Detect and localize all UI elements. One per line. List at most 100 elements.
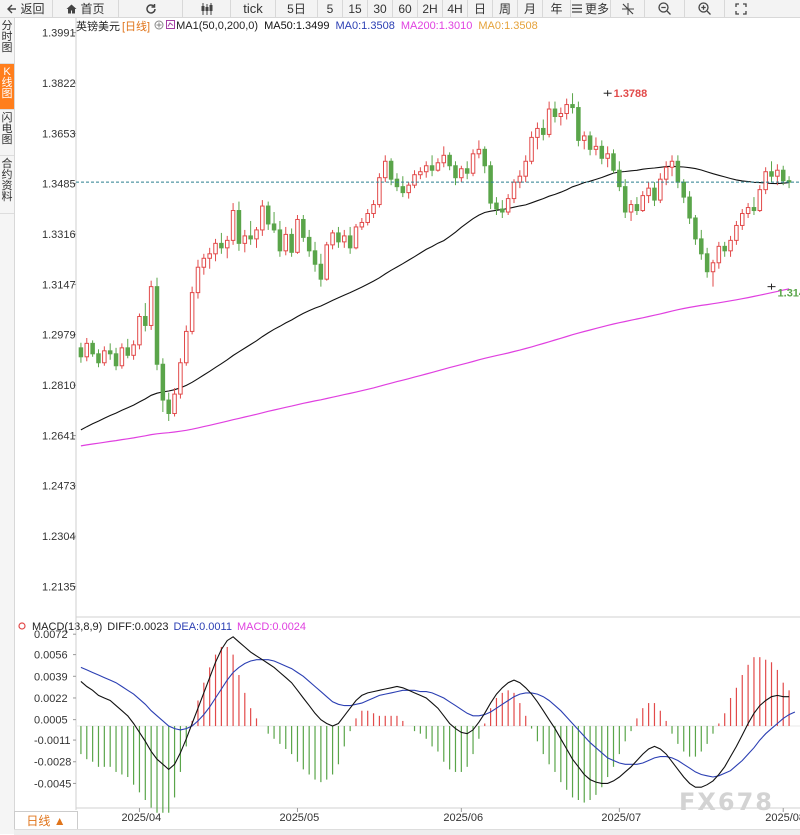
period-5[interactable]: 5 <box>318 0 343 17</box>
tick-button[interactable]: tick <box>231 0 276 17</box>
instrument-name: 英镑美元 <box>76 21 120 33</box>
candle-body <box>154 286 160 365</box>
sidebar-item-timeshare[interactable]: 分时图 <box>0 18 14 64</box>
candle-body <box>102 350 107 364</box>
candle-body <box>148 286 154 326</box>
fullscreen-button[interactable] <box>725 0 757 17</box>
x-tick-label: 2025/04 <box>121 812 161 824</box>
candlestick-type-button[interactable] <box>183 0 231 17</box>
period-2h[interactable]: 2H <box>418 0 443 17</box>
macd-y-tick-label: -0.0045 <box>34 778 71 790</box>
candle-body <box>90 342 95 355</box>
candle-body <box>230 210 236 241</box>
sidebar-item-label: 分时图 <box>1 20 13 54</box>
y-tick-label: 1.2810 <box>42 380 76 392</box>
candle-body <box>371 204 376 215</box>
candle-body <box>763 171 768 191</box>
indicator-tab-strip <box>14 829 800 835</box>
candle-body <box>757 189 763 212</box>
candle-body <box>172 393 177 415</box>
candle-body <box>213 242 218 255</box>
period-label: 月 <box>523 2 536 16</box>
crosshair-button[interactable] <box>611 0 645 17</box>
low-annotation-label: 1.3140 <box>778 288 800 300</box>
candle-body <box>429 165 435 171</box>
candle-body <box>552 108 558 118</box>
candle-body <box>517 175 523 183</box>
candle-body <box>184 330 189 364</box>
sidebar-item-contract[interactable]: 合约资料 <box>0 156 14 214</box>
period-dropdown-tab[interactable]: 日线 ▲ <box>14 811 78 829</box>
candle-body <box>423 165 429 173</box>
macd-macd-value: MACD:0.0024 <box>236 621 307 633</box>
ma200-line <box>80 288 790 447</box>
period-15[interactable]: 15 <box>343 0 368 17</box>
candle-body <box>482 148 488 167</box>
candle-body <box>295 218 300 253</box>
tick-label: tick <box>243 1 263 16</box>
macd-settings-icon[interactable] <box>18 622 26 630</box>
crosshair-off-icon <box>621 2 634 15</box>
candle-body <box>675 160 681 183</box>
ma-settings-icon[interactable] <box>166 20 176 32</box>
candle-body <box>359 221 365 228</box>
candle-body <box>745 207 751 215</box>
settings-icon[interactable] <box>154 20 164 33</box>
candle-body <box>271 223 277 231</box>
period-5day[interactable]: 5日 <box>276 0 318 17</box>
fullscreen-icon <box>735 2 747 15</box>
period-year[interactable]: 年 <box>543 0 571 17</box>
y-tick-label: 1.2304 <box>42 531 76 543</box>
candle-body <box>704 253 710 273</box>
period-4h[interactable]: 4H <box>443 0 468 17</box>
candle-body <box>312 250 318 265</box>
refresh-button[interactable] <box>119 0 183 17</box>
candle-body <box>119 347 125 367</box>
candle-body <box>687 196 692 219</box>
candle-body <box>84 342 90 358</box>
macd-dea-value: DEA:0.0011 <box>173 621 232 633</box>
candle-body <box>342 235 347 243</box>
candle-body <box>663 166 669 180</box>
candle-body <box>236 210 242 244</box>
candle-body <box>628 204 634 213</box>
y-tick-label: 1.3147 <box>42 280 76 292</box>
more-button[interactable]: 更多 <box>571 0 611 17</box>
candle-body <box>488 165 493 204</box>
home-icon <box>66 4 77 13</box>
candle-body <box>207 253 212 259</box>
candle-body <box>189 292 195 332</box>
macd-y-tick-label: 0.0005 <box>34 715 68 727</box>
macd-y-tick-label: 0.0072 <box>34 629 68 641</box>
candle-body <box>769 171 774 177</box>
period-day[interactable]: 日 <box>468 0 493 17</box>
toolbar: 返回 首页 tick 5日 5 15 30 60 2H 4H 日 周 月 年 更… <box>0 0 800 18</box>
candle-body <box>388 160 394 180</box>
candle-body <box>412 174 417 186</box>
ma-params: MA1(50,0,200,0) <box>176 20 259 32</box>
macd-diff-value: DIFF:0.0023 <box>107 621 169 633</box>
candle-body <box>400 186 406 194</box>
candle-body <box>535 127 540 138</box>
candle-body <box>693 217 698 240</box>
candle-body <box>96 353 101 364</box>
candle-body <box>494 202 499 210</box>
y-tick-label: 1.3822 <box>42 78 76 90</box>
period-week[interactable]: 周 <box>493 0 518 17</box>
zoom-in-button[interactable] <box>685 0 725 17</box>
period-30[interactable]: 30 <box>368 0 393 17</box>
candle-body <box>587 135 593 150</box>
period-month[interactable]: 月 <box>518 0 543 17</box>
watermark-logo: FX678 <box>679 788 774 816</box>
sidebar-item-flash[interactable]: 闪电图 <box>0 110 14 156</box>
period-label: 5日 <box>287 2 306 16</box>
zoom-out-button[interactable] <box>645 0 685 17</box>
candle-body <box>382 160 388 179</box>
period-60[interactable]: 60 <box>393 0 418 17</box>
back-button[interactable]: 返回 <box>0 0 53 17</box>
home-button[interactable]: 首页 <box>53 0 119 17</box>
macd-diff-line <box>80 636 790 788</box>
candle-body <box>137 315 142 346</box>
